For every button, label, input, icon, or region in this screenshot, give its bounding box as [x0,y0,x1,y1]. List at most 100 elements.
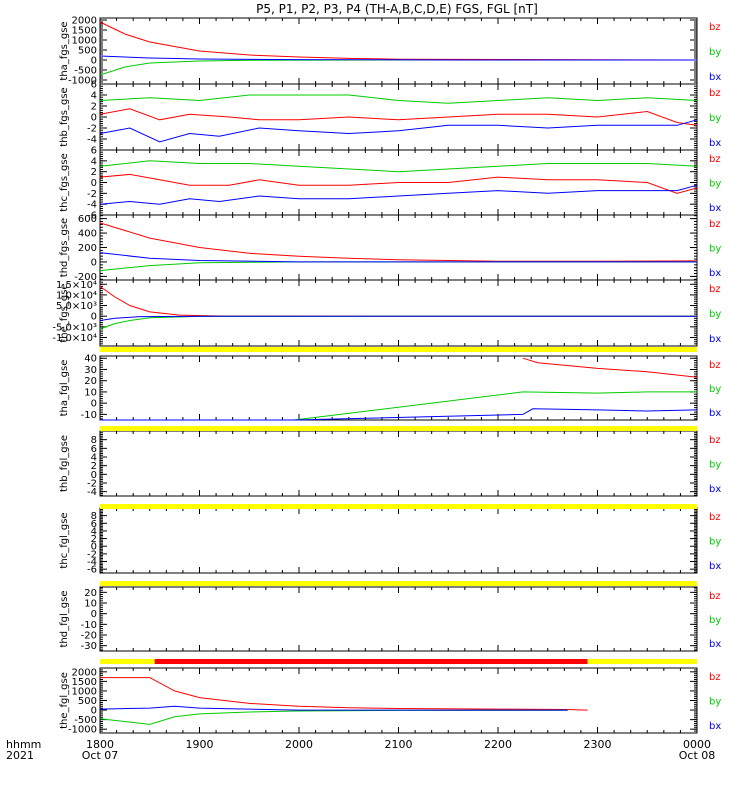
x-tick-label: 2000 [285,738,313,751]
legend-bx: bx [709,203,721,214]
y-axis-label: tha_fgs_gse [59,21,70,80]
y-axis-label: the_fgs_gse [59,283,70,342]
y-tick-label: 1.0×10⁴ [56,290,97,301]
flag-segment-yellow [587,659,697,664]
panel-frame [99,214,698,281]
legend-by: by [709,384,721,395]
y-tick-label: 0 [91,178,97,189]
flag-segment-yellow [100,581,697,586]
y-tick-label: -6 [87,565,97,576]
y-axis-label: thd_fgl_gse [59,591,70,648]
legend-bx: bx [709,72,721,83]
y-tick-label: 2 [91,102,97,113]
panel-frame [99,17,698,85]
y-tick-label: 500 [78,696,97,707]
y-tick-label: 0 [91,470,97,481]
panel-frame [99,667,698,734]
y-tick-label: 2000 [72,667,97,678]
series-by [99,261,697,272]
y-tick-label: 1.5×10⁴ [56,280,97,291]
legend-bz: bz [709,154,721,165]
legend-by: by [709,309,721,320]
y-tick-label: -500 [74,715,97,726]
series-bz [99,21,698,61]
series-bx [100,408,698,421]
y-tick-label: 2 [91,167,97,178]
y-tick-label: -1000 [68,76,97,87]
legend-bx: bx [709,408,721,419]
x-tick-label: 0000 [683,738,711,751]
series-by [99,709,568,725]
y-axis-label: thc_fgs_gse [59,153,70,212]
series-bz [99,173,698,194]
x-tick-label: 1900 [186,738,214,751]
y-tick-label: 6 [91,80,97,91]
legend-by: by [709,697,721,708]
y-tick-label: 0 [91,399,97,410]
x-tick-label: 2100 [385,738,413,751]
y-tick-label: 0 [91,113,97,124]
y-tick-label: 4 [91,91,97,102]
y-tick-label: 30 [84,365,97,376]
y-axis-label: thb_fgs_gse [59,87,70,146]
series-bx [99,315,697,321]
flag-segment-red [154,659,588,664]
panel-frame [99,83,698,151]
y-tick-label: -30 [81,641,97,652]
legend-by: by [709,113,721,124]
y-tick-label: 2 [91,461,97,472]
panel-frame [99,279,698,347]
x-date-label: Oct 07 [82,749,119,762]
series-bz [100,677,588,711]
y-tick-label: 6 [91,444,97,455]
y-axis-label: thd_fgs_gse [59,218,70,277]
y-tick-label: 5.0×10³ [56,301,97,312]
y-tick-label: -1.0×10⁴ [52,333,97,344]
y-tick-label: 500 [78,46,97,57]
y-tick-label: -4 [87,557,97,568]
legend-bx: bx [709,721,721,732]
legend-bz: bz [709,591,721,602]
y-tick-label: 8 [91,511,97,522]
series-bx [99,119,698,143]
series-bz [522,357,698,378]
y-tick-label: -2 [87,549,97,560]
y-tick-label: -4 [87,200,97,211]
legend-by: by [709,244,721,255]
y-tick-label: 4 [91,156,97,167]
y-tick-label: -10 [81,410,97,421]
y-tick-label: 10 [84,387,97,398]
y-tick-label: -1000 [68,725,97,736]
x-tick-label: 2200 [484,738,512,751]
y-tick-label: 10 [84,599,97,610]
x-tick-label: 1800 [86,738,114,751]
series-bz [99,285,698,317]
y-tick-label: -200 [74,272,97,283]
y-tick-label: 6 [91,519,97,530]
legend-bz: bz [709,219,721,230]
x-tick-label: 2300 [584,738,612,751]
panel-the_fgs_gse: 1.5×10⁴1.0×10⁴5.0×10³0-5.0×10³-1.0×10⁴th… [52,279,721,347]
series-bx [99,705,568,711]
series-by [99,94,698,104]
legend-bx: bx [709,561,721,572]
legend-by: by [709,615,721,626]
y-tick-label: -500 [74,66,97,77]
legend-bz: bz [709,22,721,33]
x-axis-row-label-year: 2021 [6,749,34,762]
flag-segment-yellow [100,347,697,352]
y-tick-label: 20 [84,376,97,387]
legend-bz: bz [709,360,721,371]
legend-bx: bx [709,639,721,650]
series-bx [99,184,698,205]
legend-bz: bz [709,435,721,446]
legend-bx: bx [709,484,721,495]
panel-frame [99,507,698,574]
